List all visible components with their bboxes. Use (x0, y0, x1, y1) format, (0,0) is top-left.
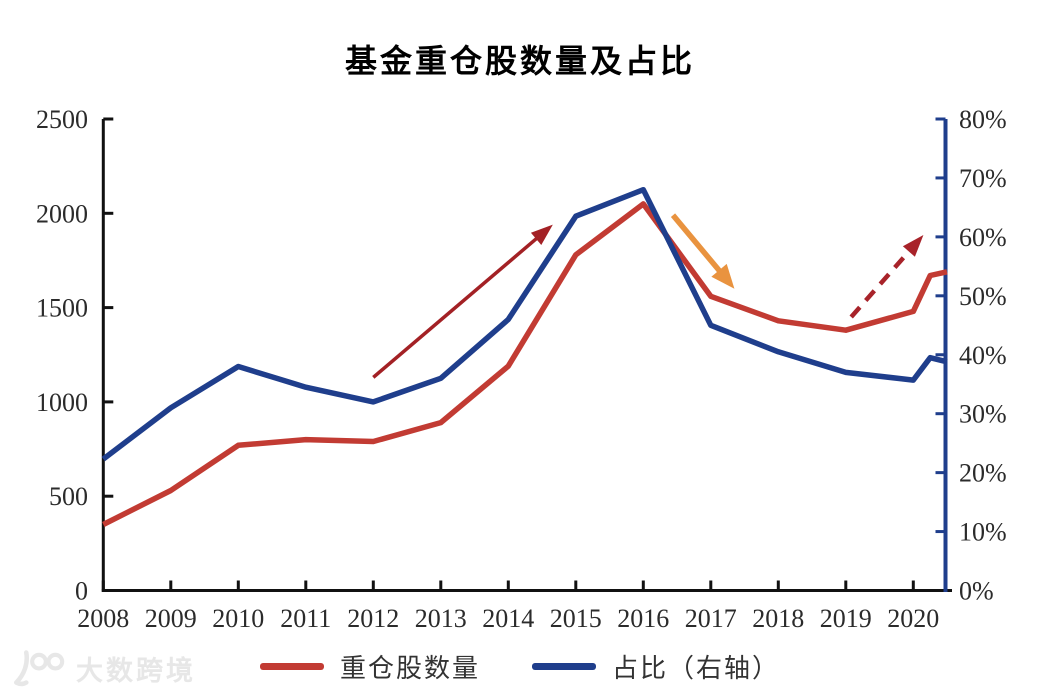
x-axis-tick-label: 2016 (617, 604, 669, 633)
chart-legend: 重仓股数量 占比（右轴） (0, 648, 1040, 685)
left-axis-tick-label: 1500 (36, 294, 88, 323)
series-line-count (102, 201, 948, 527)
right-axis-tick-label: 50% (959, 282, 1007, 311)
watermark-text: 大数跨境 (76, 655, 196, 686)
left-axis-tick-label: 2500 (36, 105, 88, 134)
left-axis-tick-label: 0 (75, 577, 88, 606)
x-axis-tick-label: 2010 (212, 604, 264, 633)
fall-arrow-2016-2017 (670, 213, 735, 289)
x-axis-tick-label: 2008 (77, 604, 129, 633)
legend-swatch-blue-line (532, 663, 596, 670)
rise-arrow-2019-2020-dashed (849, 234, 924, 319)
left-axis-tick-label: 500 (49, 482, 88, 511)
x-axis-tick-label: 2018 (752, 604, 804, 633)
right-axis-tick-label: 10% (959, 518, 1007, 547)
x-axis-tick-label: 2014 (482, 604, 534, 633)
series-line-ratio (101, 186, 948, 462)
rise-arrow-2012-2015 (372, 224, 553, 379)
right-axis-tick-label: 70% (959, 164, 1007, 193)
legend-swatch-red-line (259, 663, 324, 670)
right-axis-tick-label: 40% (959, 341, 1007, 370)
x-axis-tick-label: 2011 (280, 604, 331, 633)
x-axis-tick-label: 2013 (415, 604, 467, 633)
chart-title: 基金重仓股数量及占比 (344, 43, 695, 79)
x-axis-tick-label: 2012 (347, 604, 399, 633)
watermark: 大数跨境 (10, 648, 196, 688)
x-axis-tick-label: 2019 (820, 604, 872, 633)
x-axis-tick-label: 2009 (145, 604, 197, 633)
right-axis-tick-label: 80% (959, 105, 1007, 134)
x-axis-tick-label: 2017 (685, 604, 737, 633)
axes: 0 500 1000 1500 2000 2500 0% 10% 20% 30% 40% 50% 60%… (36, 105, 1007, 633)
right-axis-tick-label: 20% (959, 459, 1007, 488)
right-axis-tick-label: 0% (959, 577, 994, 606)
legend-item-ratio: 占比（右轴） (532, 648, 780, 685)
watermark-100-logo-icon (14, 650, 65, 687)
legend-label-count: 重仓股数量 (339, 654, 480, 683)
right-axis-tick-label: 60% (959, 223, 1007, 252)
legend-label-ratio: 占比（右轴） (612, 654, 781, 683)
left-axis-tick-label: 1000 (36, 388, 88, 417)
x-axis-tick-label: 2015 (550, 604, 602, 633)
x-axis-tick-label: 2020 (887, 604, 939, 633)
left-axis-tick-label: 2000 (36, 199, 88, 228)
legend-item-count: 重仓股数量 (259, 648, 480, 685)
right-axis-tick-label: 30% (959, 400, 1007, 429)
